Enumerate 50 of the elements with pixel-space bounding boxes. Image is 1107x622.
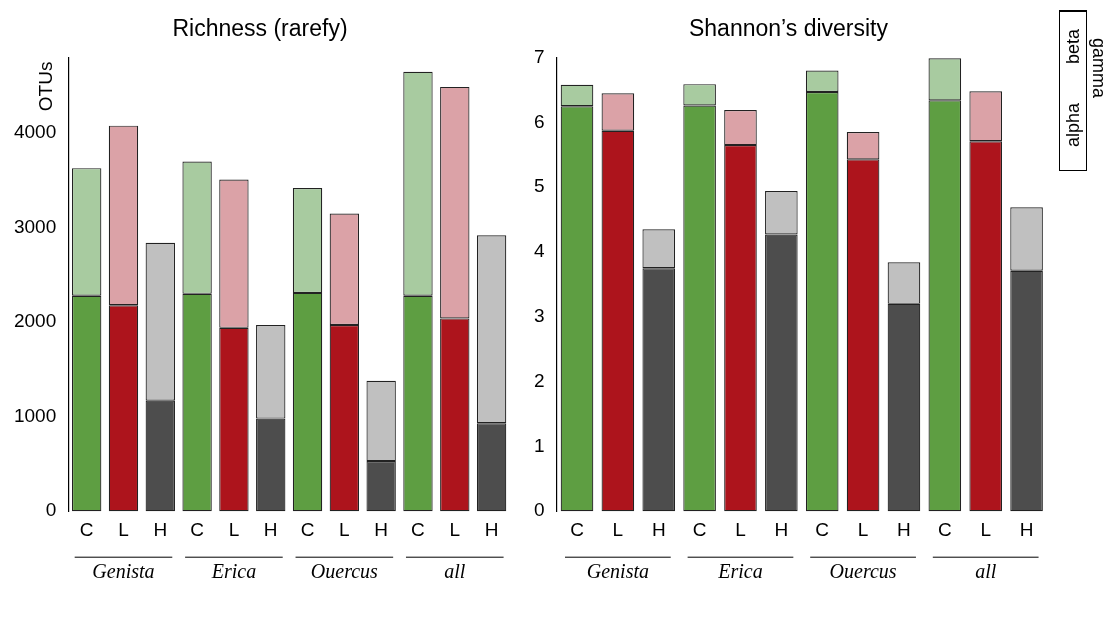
x-tick-label: L <box>612 518 624 540</box>
x-tick-label: L <box>735 518 746 540</box>
x-tick-label: H <box>1019 518 1034 540</box>
chart-title: Richness (rarefy) <box>172 15 348 42</box>
text: Erica <box>717 560 763 583</box>
x-tick-label: H <box>651 518 666 540</box>
x-tick-label: L <box>118 518 129 540</box>
x-tick-label: C <box>937 518 952 540</box>
y-tick-label: 3 <box>533 305 545 327</box>
x-tick-label: C <box>411 518 425 540</box>
y-tick-label: 1000 <box>13 404 57 426</box>
text: all <box>975 560 997 583</box>
text: all <box>444 560 466 583</box>
y-tick-label: 0 <box>45 499 57 521</box>
x-tick-label: L <box>857 518 869 540</box>
x-tick-label: H <box>374 518 389 540</box>
x-tick-label: H <box>897 518 911 540</box>
y-tick-label: 1 <box>533 434 545 456</box>
text: Genista <box>586 560 649 583</box>
x-tick-label: L <box>980 518 991 540</box>
x-tick-label: L <box>228 518 240 540</box>
x-tick-label: H <box>263 518 278 540</box>
x-tick-label: C <box>300 518 315 540</box>
y-tick-label: 0 <box>533 499 545 521</box>
legend-box: alpha beta <box>1059 10 1087 171</box>
text: gamma <box>1088 38 1107 99</box>
x-tick-label: C <box>815 518 830 540</box>
x-tick-label: C <box>692 518 707 540</box>
y-tick-label: 4000 <box>13 121 57 143</box>
x-tick-label: C <box>570 518 584 540</box>
text: Ouercus <box>310 560 379 583</box>
x-tick-label: C <box>190 518 204 540</box>
y-tick-label: 4 <box>533 240 545 262</box>
y-tick-label: 2000 <box>13 310 57 332</box>
text: Ouercus <box>829 560 897 583</box>
y-tick-label: 2 <box>533 369 545 391</box>
y-tick-label: 5 <box>533 175 545 197</box>
text: Erica <box>210 560 257 583</box>
chart-title: Shannon’s diversity <box>688 15 889 42</box>
x-tick-label: L <box>449 518 461 540</box>
y-tick-label: 6 <box>533 110 545 132</box>
x-tick-label: L <box>339 518 350 540</box>
x-tick-label: H <box>484 518 499 540</box>
y-tick-label: 7 <box>533 45 545 67</box>
y-axis-title: OTUs <box>34 61 56 112</box>
x-tick-label: H <box>774 518 789 540</box>
text: Genista <box>92 560 155 583</box>
x-tick-label: C <box>79 518 94 540</box>
x-tick-label: H <box>153 518 168 540</box>
y-tick-label: 3000 <box>13 215 57 237</box>
